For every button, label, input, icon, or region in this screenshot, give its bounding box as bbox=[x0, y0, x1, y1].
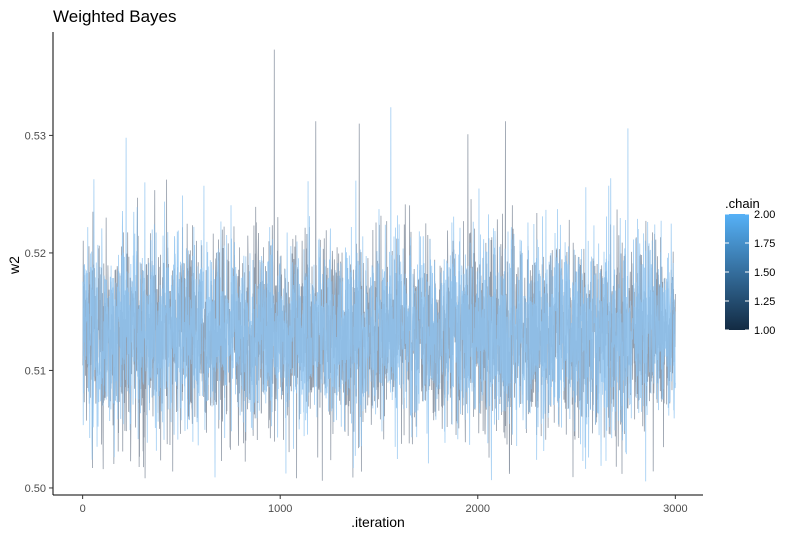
x-tick-label: 0 bbox=[80, 503, 86, 515]
y-axis-title: w2 bbox=[6, 256, 22, 275]
y-tick-label: 0.53 bbox=[25, 130, 46, 142]
x-tick-label: 1000 bbox=[268, 503, 292, 515]
legend-label: 1.75 bbox=[754, 238, 775, 250]
legend-label: 1.00 bbox=[754, 325, 775, 337]
x-axis-ticks: 0 1000 2000 3000 bbox=[80, 495, 688, 515]
color-legend: .chain 2.00 1.75 1.50 1.25 1.00 bbox=[725, 196, 775, 337]
trace-line-chain-2 bbox=[82, 107, 676, 482]
y-tick-label: 0.50 bbox=[25, 483, 46, 495]
chart-title: Weighted Bayes bbox=[53, 7, 176, 26]
legend-label: 1.25 bbox=[754, 296, 775, 308]
x-axis-title: .iteration bbox=[351, 514, 405, 530]
y-tick-label: 0.52 bbox=[25, 248, 46, 260]
legend-label: 2.00 bbox=[754, 209, 775, 221]
x-tick-label: 3000 bbox=[663, 503, 687, 515]
legend-ticks: 2.00 1.75 1.50 1.25 1.00 bbox=[725, 209, 775, 337]
y-axis-ticks: 0.50 0.51 0.52 0.53 bbox=[25, 130, 53, 495]
trace-lines bbox=[82, 49, 676, 482]
legend-title: .chain bbox=[725, 196, 760, 211]
legend-label: 1.50 bbox=[754, 267, 775, 279]
y-tick-label: 0.51 bbox=[25, 365, 46, 377]
x-tick-label: 2000 bbox=[466, 503, 490, 515]
